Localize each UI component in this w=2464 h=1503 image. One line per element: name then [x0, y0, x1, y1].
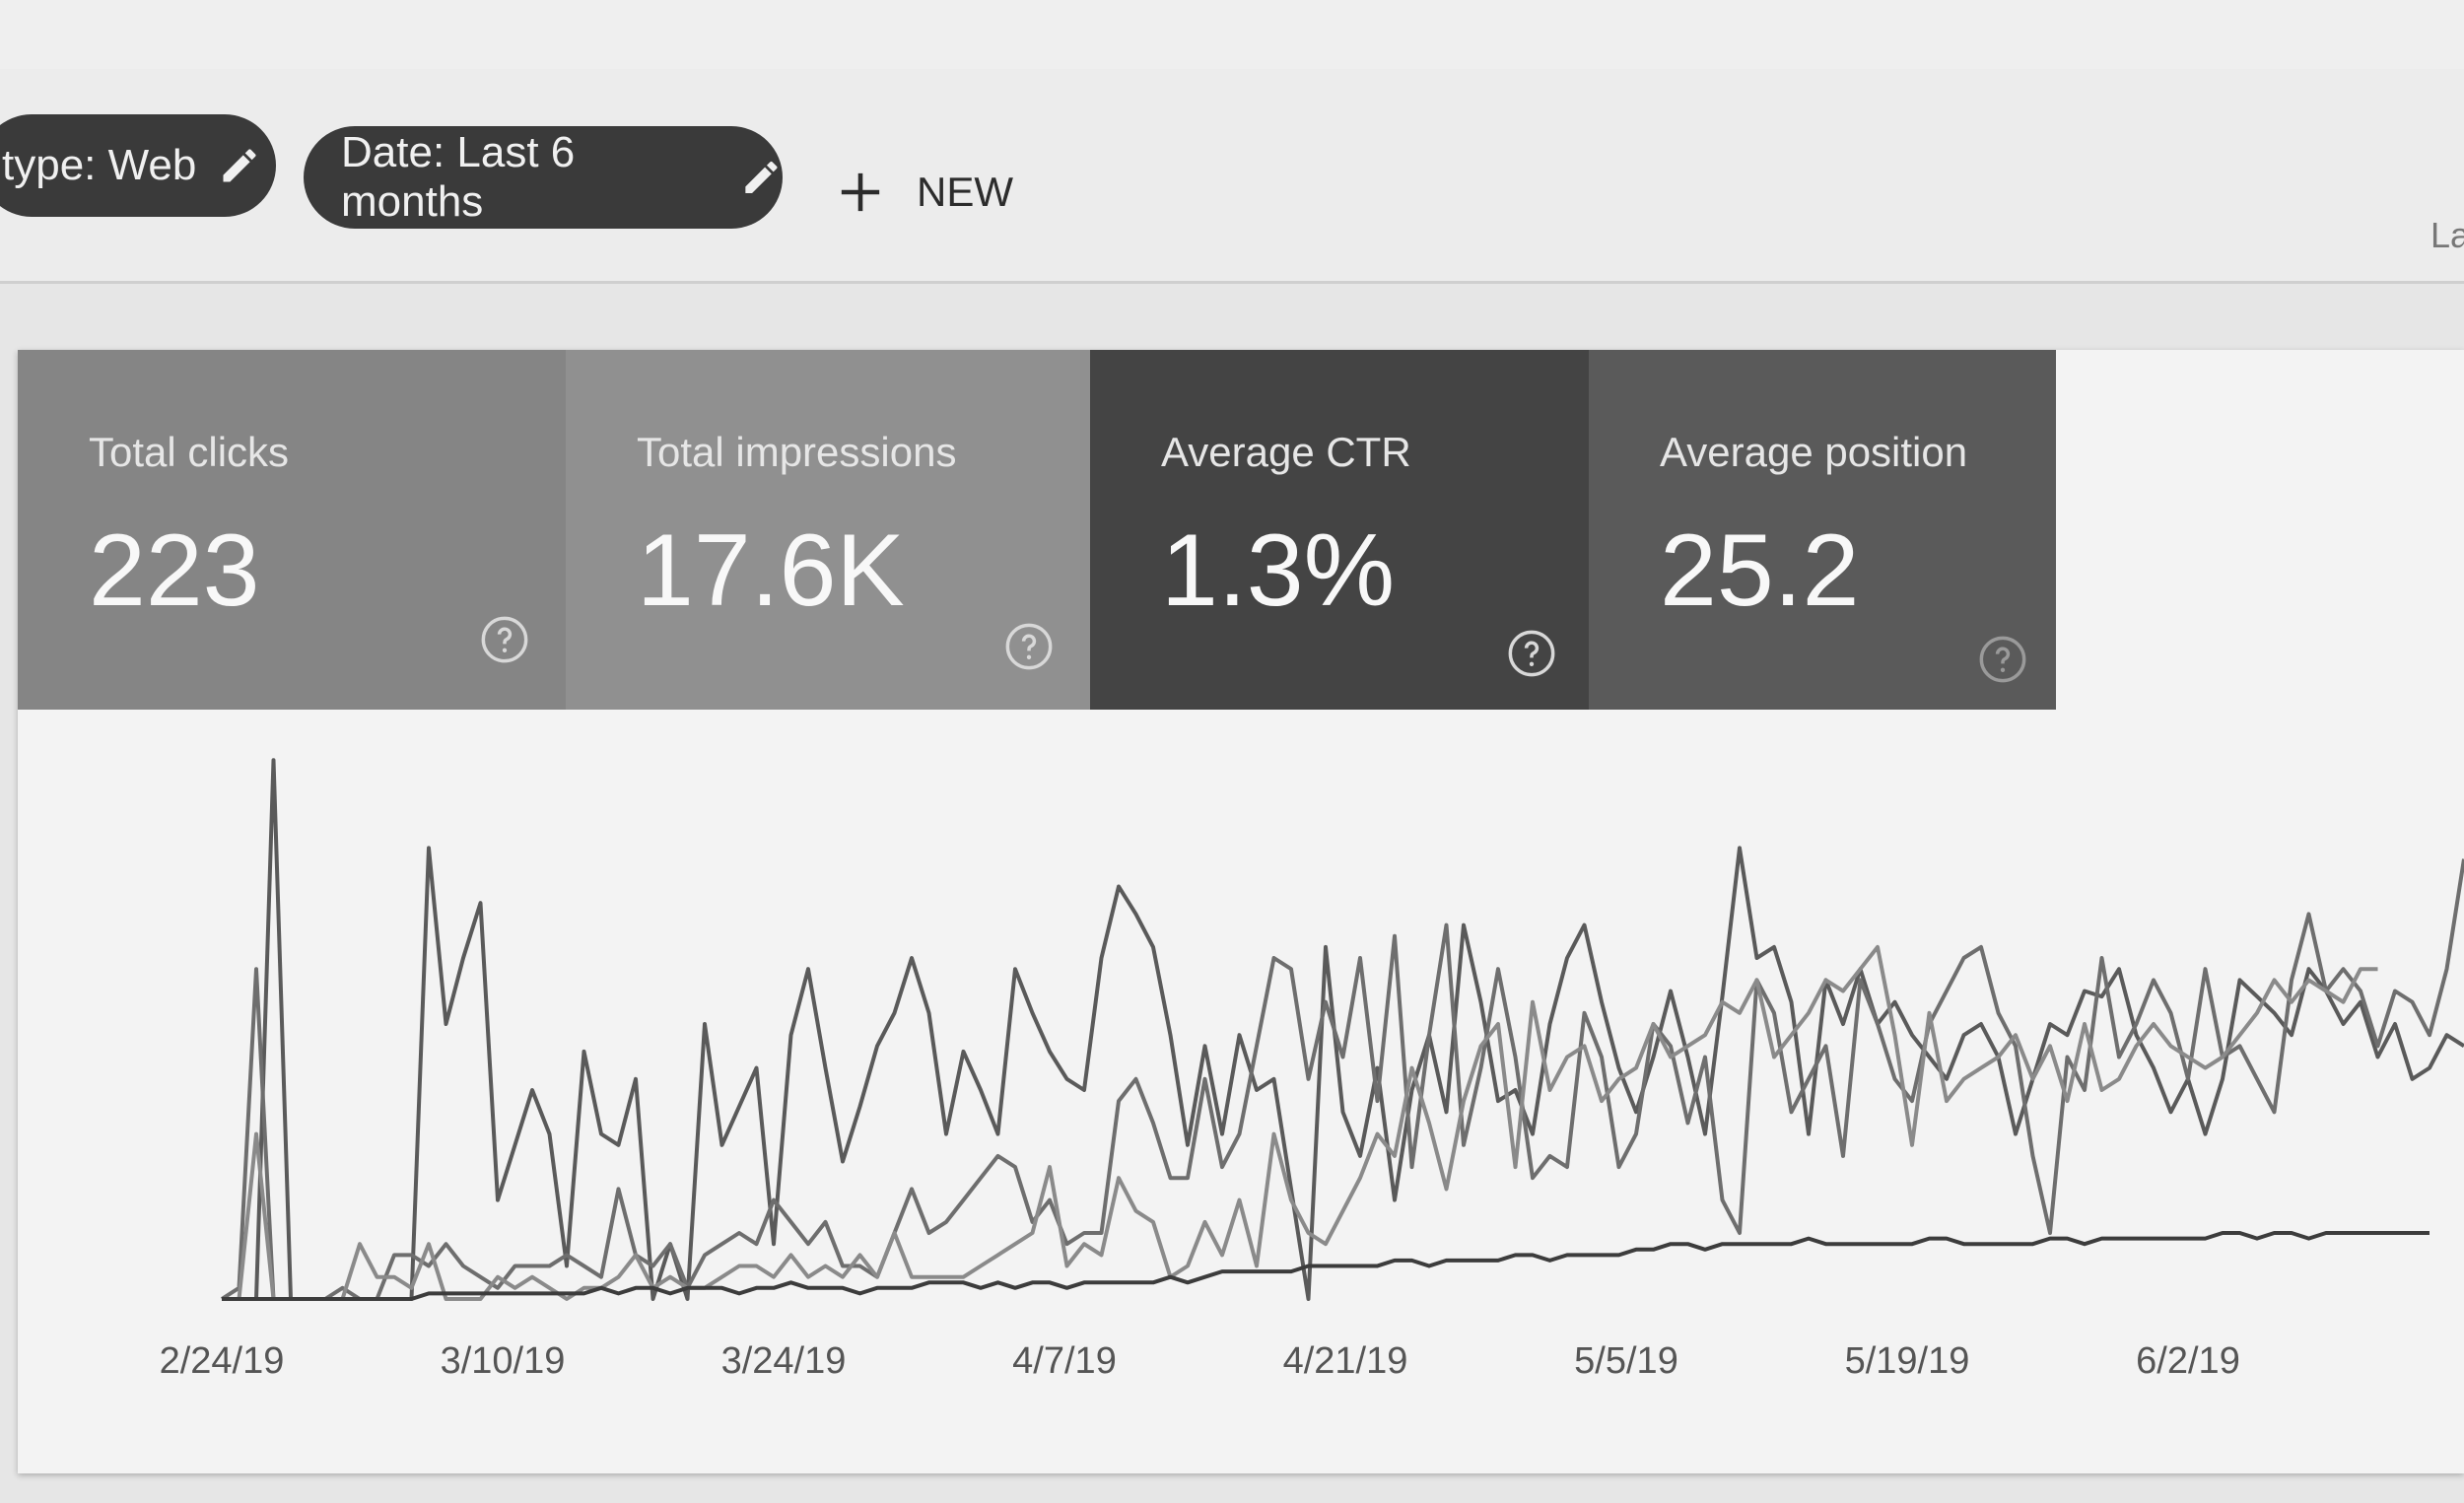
metric-tile-total-impressions[interactable]: Total impressions 17.6K — [566, 350, 1090, 710]
metric-value: 25.2 — [1660, 513, 1860, 628]
filter-chip-search-type[interactable]: type: Web — [0, 114, 276, 217]
plus-icon — [841, 172, 880, 212]
filter-chip-date[interactable]: Date: Last 6 months — [304, 126, 783, 229]
metric-label: Average position — [1660, 429, 1968, 475]
metric-tile-average-position[interactable]: Average position 25.2 — [1589, 350, 2056, 710]
x-tick-label: 4/7/19 — [1012, 1340, 1117, 1382]
chart-series-line-1 — [222, 758, 2464, 1301]
help-icon[interactable] — [1506, 628, 1557, 679]
new-filter-label: NEW — [917, 169, 1013, 215]
help-icon[interactable] — [1003, 621, 1055, 672]
x-tick-label: 5/5/19 — [1574, 1340, 1678, 1382]
x-tick-label: 3/10/19 — [441, 1340, 566, 1382]
truncated-header-text: La — [2430, 215, 2464, 255]
new-filter-button[interactable]: NEW — [838, 158, 1013, 227]
metric-value: 1.3% — [1161, 513, 1396, 628]
x-tick-label: 5/19/19 — [1845, 1340, 1970, 1382]
chart-series-line-4 — [222, 1231, 2430, 1301]
filter-chip-date-label: Date: Last 6 months — [341, 128, 576, 226]
x-tick-label: 2/24/19 — [160, 1340, 285, 1382]
metric-value: 17.6K — [637, 513, 905, 628]
help-icon[interactable] — [479, 614, 530, 665]
pencil-icon[interactable] — [740, 156, 783, 199]
metric-tile-total-clicks[interactable]: Total clicks 223 — [18, 350, 566, 710]
metric-value: 223 — [89, 513, 260, 628]
metric-label: Average CTR — [1161, 429, 1411, 475]
metric-label: Total impressions — [637, 429, 957, 475]
chart-series-line-3 — [222, 944, 2378, 1301]
x-tick-label: 6/2/19 — [2136, 1340, 2240, 1382]
x-tick-label: 3/24/19 — [721, 1340, 847, 1382]
x-tick-label: 4/21/19 — [1283, 1340, 1408, 1382]
metric-label: Total clicks — [89, 429, 290, 475]
pencil-icon[interactable] — [218, 144, 261, 187]
help-icon[interactable] — [1977, 634, 2028, 685]
metric-tile-average-ctr[interactable]: Average CTR 1.3% — [1090, 350, 1589, 710]
filter-chip-search-type-label: type: Web — [2, 141, 197, 189]
chart-series-line-2 — [220, 858, 2464, 1301]
